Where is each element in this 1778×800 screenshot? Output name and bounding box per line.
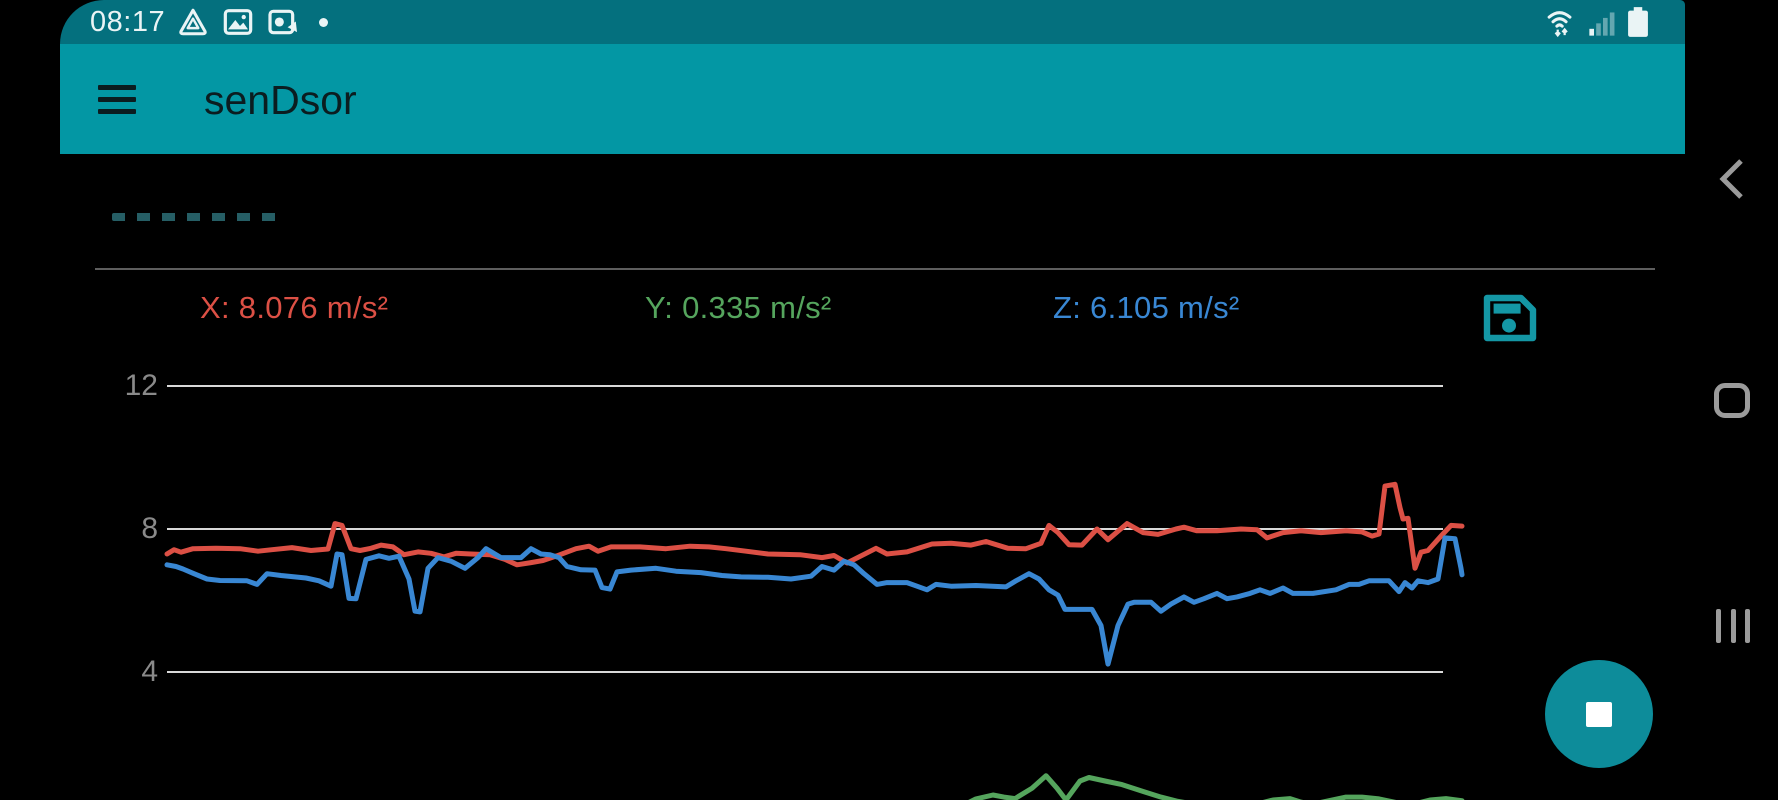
status-bar-right <box>1545 0 1651 44</box>
wifi-arrows-icon <box>1547 11 1572 38</box>
reading-x: X: 8.076 m/s² <box>200 290 389 325</box>
gallery-icon <box>223 9 253 35</box>
app-bar: senDsor <box>60 44 1685 154</box>
drive-icon <box>179 8 207 36</box>
y-axis-tick-label: 4 <box>141 655 158 688</box>
stop-square-icon <box>1586 701 1612 727</box>
clipped-text-fragment <box>112 213 280 221</box>
nav-home-button[interactable] <box>1714 383 1750 418</box>
app-title: senDsor <box>204 77 357 123</box>
chevron-left-icon <box>1719 159 1743 199</box>
status-bar: 08:17 <box>60 0 1685 44</box>
reading-y: Y: 0.335 m/s² <box>645 290 832 325</box>
save-floppy-icon <box>1483 294 1537 342</box>
smart-capture-icon <box>268 9 298 35</box>
reading-z: Z: 6.105 m/s² <box>1053 290 1240 325</box>
section-divider <box>95 268 1655 270</box>
status-bar-left: 08:17 <box>60 5 329 39</box>
stop-recording-fab[interactable] <box>1545 660 1653 768</box>
signal-strength-icon <box>1589 12 1615 36</box>
y-axis-tick-label: 12 <box>124 369 158 402</box>
save-button[interactable] <box>1481 292 1539 344</box>
clock-text: 08:17 <box>90 5 166 38</box>
nav-back-button[interactable] <box>1714 156 1750 202</box>
hamburger-menu-icon[interactable] <box>98 74 138 124</box>
nav-recents-button[interactable] <box>1716 609 1750 644</box>
y-axis-tick-label: 8 <box>141 512 158 545</box>
notification-dot <box>319 17 329 27</box>
battery-icon <box>1628 7 1648 37</box>
